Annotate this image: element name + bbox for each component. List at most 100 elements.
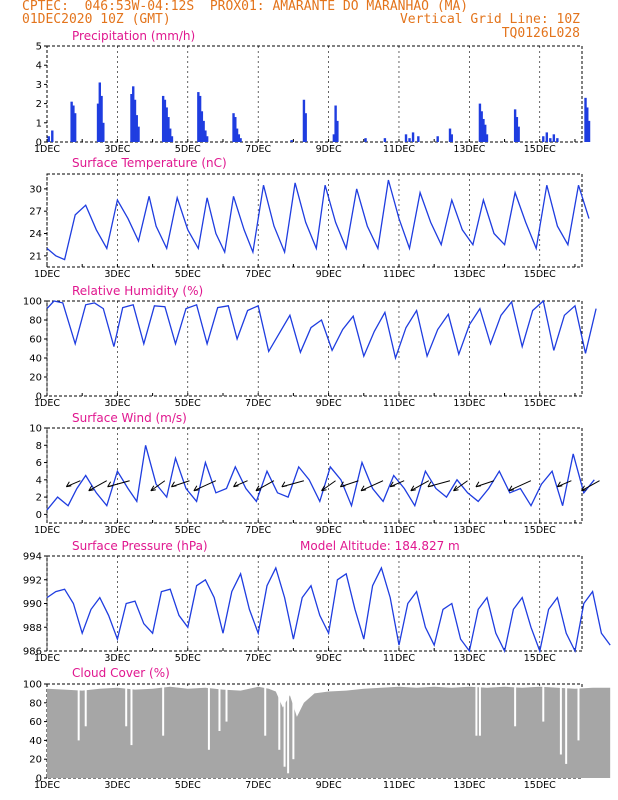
cloud-area-bar — [162, 735, 165, 778]
pres-panel-extra: Model Altitude: 184.827 m — [300, 539, 460, 553]
precip-bar — [239, 138, 242, 142]
wind-x-tick-label: 15DEC — [524, 525, 556, 536]
cloud-area-bar — [478, 735, 481, 778]
cloud-area-bar — [125, 726, 128, 778]
wind-x-tick-label: 9DEC — [316, 525, 342, 536]
cloud-area-gap — [207, 686, 210, 750]
wind-arrow-shaft — [150, 480, 166, 492]
cloud-area-gap — [162, 686, 165, 736]
wind-plot-frame — [46, 427, 583, 524]
precip-x-tick-label: 3DEC — [104, 144, 130, 155]
pres-y-tick-label: 990 — [23, 599, 42, 610]
rh-x-tick-label: 11DEC — [383, 398, 415, 409]
wind-series-line — [46, 445, 595, 511]
precip-bar — [383, 138, 387, 142]
temp-y-tick-label: 27 — [29, 207, 42, 218]
wind-arrow-shaft — [453, 480, 468, 492]
precip-bar — [556, 138, 559, 142]
cloud-area-gap — [283, 686, 286, 767]
precip-bar — [204, 130, 207, 142]
rh-x-tick-label: 5DEC — [175, 398, 201, 409]
cloud-area-gap — [278, 686, 281, 750]
temp-x-tick-label: 3DEC — [104, 269, 130, 280]
precip-bar — [232, 113, 235, 142]
rh-x-tick-label: 3DEC — [104, 398, 130, 409]
wind-arrow-shaft — [233, 480, 248, 488]
precip-bar — [100, 95, 103, 142]
wind-x-tick-label: 1DEC — [34, 525, 60, 536]
precip-bar — [552, 134, 556, 142]
cloud-area-bar — [577, 740, 580, 778]
precip-bar — [133, 99, 137, 142]
cloud-y-tick-label: 0 — [36, 774, 42, 785]
rh-x-tick-label: 15DEC — [524, 398, 556, 409]
precip-bar — [336, 120, 339, 142]
precip-bar — [436, 136, 439, 142]
temp-x-tick-label: 15DEC — [524, 269, 556, 280]
precip-bar — [480, 111, 483, 142]
wind-arrow-shaft — [360, 480, 384, 492]
wind-arrow-head — [281, 481, 287, 488]
cloud-area-gap — [84, 686, 87, 727]
header-run-time: 01DEC2020 10Z (GMT) — [22, 12, 171, 27]
pres-x-tick-label: 9DEC — [316, 653, 342, 664]
wind-arrow-head — [360, 485, 367, 492]
wind-arrow-head — [508, 485, 514, 492]
temp-series-line — [46, 179, 590, 261]
precip-bar — [484, 124, 487, 142]
cloud-y-tick-label: 100 — [23, 680, 42, 691]
wind-arrow-shaft — [389, 480, 405, 488]
wind-arrow-head — [193, 485, 199, 492]
cloud-area-gap — [225, 686, 228, 722]
wind-arrow-head — [339, 481, 346, 488]
precip-bar — [237, 134, 241, 142]
cloud-area-gap — [264, 686, 267, 736]
pres-x-tick-label: 15DEC — [524, 653, 556, 664]
precip-bar — [478, 103, 482, 142]
precip-bar — [542, 136, 545, 142]
pres-x-tick-label: 1DEC — [34, 653, 60, 664]
header-station-line: CPTEC: 046:53W-04:12S PROX01: AMARANTE D… — [22, 0, 469, 14]
cloud-area-gap — [130, 686, 133, 746]
precip-x-tick-label: 5DEC — [175, 144, 201, 155]
cloud-area-bar — [514, 726, 517, 778]
precip-bar — [205, 136, 209, 142]
rh-plot-frame — [46, 300, 583, 397]
precip-x-tick-label: 1DEC — [34, 144, 60, 155]
rh-panel-title: Relative Humidity (%) — [72, 284, 203, 298]
wind-x-tick-label: 11DEC — [383, 525, 415, 536]
precip-y-tick-label: 5 — [36, 42, 42, 53]
wind-arrow-shaft — [321, 480, 336, 492]
precip-bar — [302, 99, 306, 142]
rh-y-tick-label: 20 — [29, 373, 42, 384]
precip-bar — [163, 99, 167, 142]
precip-bar — [304, 113, 307, 142]
precip-bar — [130, 94, 133, 142]
wind-arrow-head — [475, 481, 482, 488]
cloud-x-tick-label: 15DEC — [524, 780, 556, 791]
precip-bar — [170, 136, 174, 142]
header-model-id: TQ0126L028 — [501, 26, 580, 41]
rh-y-tick-label: 60 — [29, 335, 42, 346]
wind-arrow-head — [150, 485, 156, 492]
cloud-area-gap — [218, 686, 221, 731]
precip-bar — [198, 95, 202, 142]
cloud-area-gap — [77, 686, 80, 741]
cloud-area-bar — [207, 749, 210, 778]
precip-y-tick-label: 3 — [36, 80, 42, 91]
cloud-area-bar — [84, 726, 87, 778]
pres-x-tick-label: 5DEC — [175, 653, 201, 664]
cloud-area-gap — [478, 686, 481, 736]
wind-y-tick-label: 8 — [36, 441, 42, 452]
pres-x-tick-label: 7DEC — [245, 653, 271, 664]
precip-y-tick-label: 0 — [36, 138, 42, 149]
precip-bar — [135, 115, 138, 142]
precip-bar — [545, 132, 549, 142]
wind-arrow-head — [255, 485, 262, 492]
wind-arrow-head — [410, 485, 416, 492]
cloud-area-bar — [287, 773, 290, 778]
wind-x-tick-label: 7DEC — [245, 525, 271, 536]
precip-bar — [161, 95, 165, 142]
wind-x-tick-label: 5DEC — [175, 525, 201, 536]
cloud-area-gap — [287, 686, 290, 774]
